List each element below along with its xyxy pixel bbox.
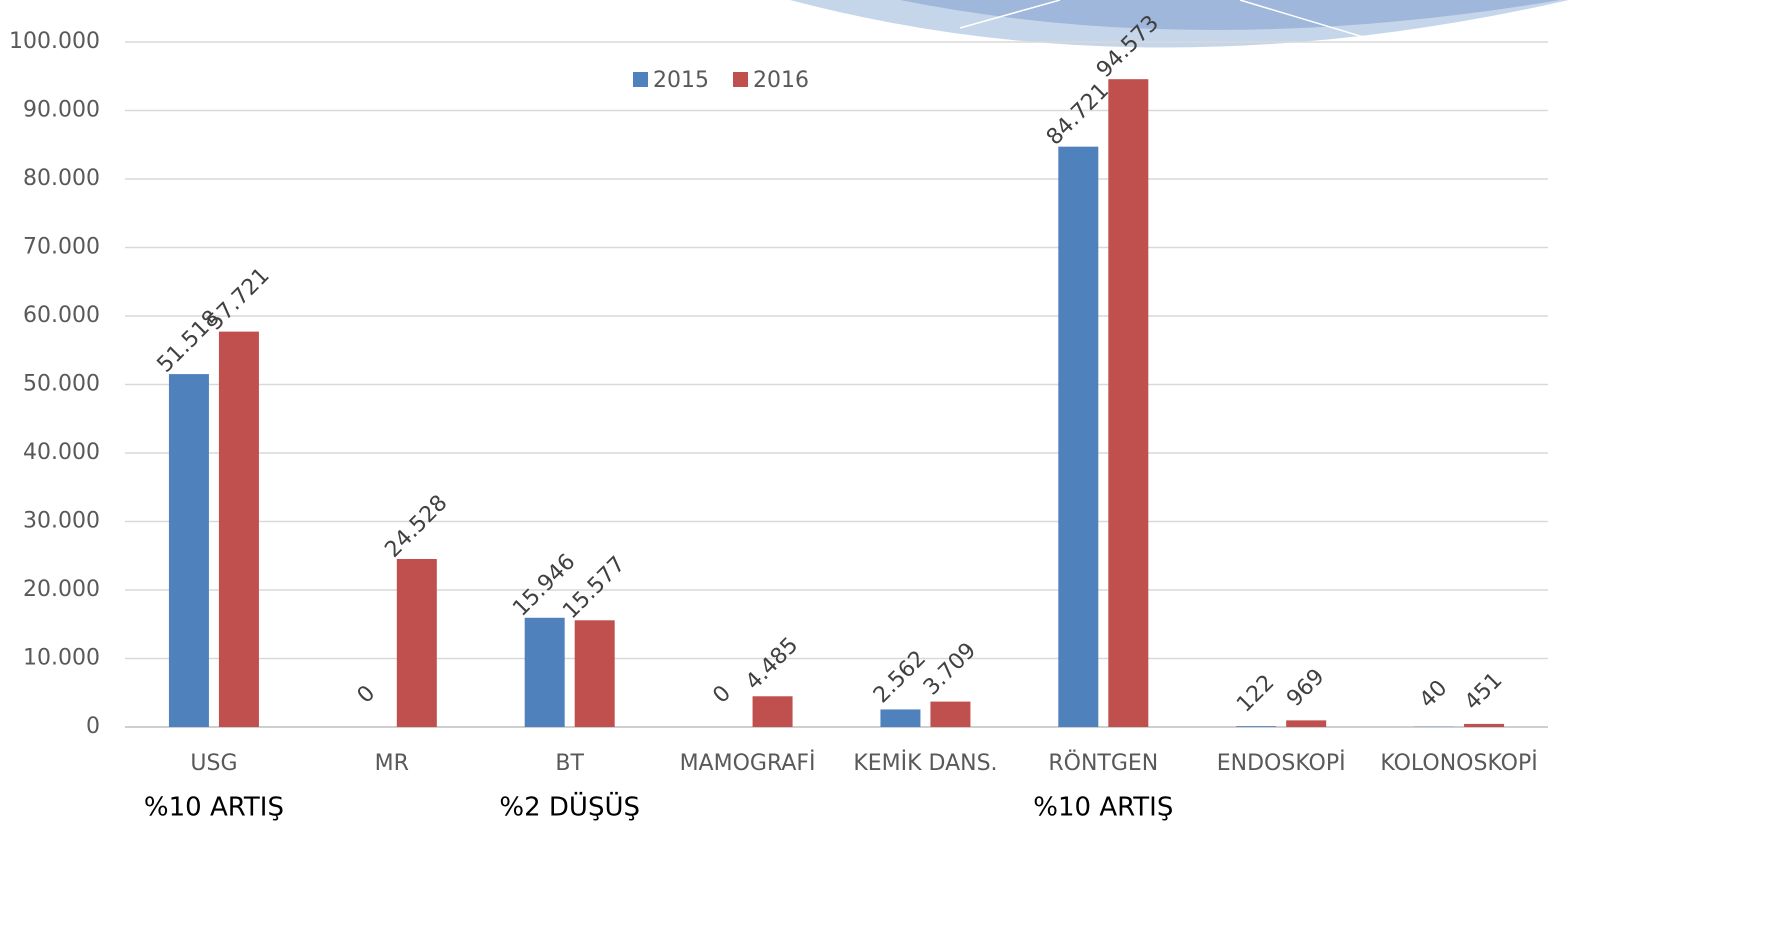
legend-swatch: [733, 72, 748, 87]
value-label: 2.562: [869, 646, 931, 708]
y-tick-label: 40.000: [23, 440, 100, 465]
y-tick-label: 50.000: [23, 372, 100, 397]
x-tick-label: KOLONOSKOPİ: [1380, 750, 1537, 776]
bar: [1464, 723, 1505, 727]
value-label: 84.721: [1042, 78, 1114, 150]
y-tick-label: 100.000: [9, 29, 100, 54]
y-tick-label: 60.000: [23, 303, 100, 328]
value-label: 122: [1232, 670, 1279, 717]
bar: [1058, 146, 1099, 728]
y-tick-label: 0: [86, 714, 100, 739]
y-tick-label: 90.000: [23, 98, 100, 123]
value-label: 451: [1460, 668, 1507, 715]
x-tick-label: RÖNTGEN: [1048, 750, 1158, 776]
bar: [168, 374, 209, 727]
bar: [880, 709, 921, 727]
value-label: 0: [708, 681, 736, 709]
y-tick-label: 70.000: [23, 235, 100, 260]
x-tick-label: BT: [555, 751, 584, 776]
bar: [930, 701, 971, 727]
annotation: %10 ARTIŞ: [1033, 793, 1173, 823]
bar: [1236, 726, 1277, 727]
x-tick-label: MAMOGRAFİ: [680, 750, 816, 776]
annotation: %10 ARTIŞ: [144, 793, 284, 823]
x-tick-label: ENDOSKOPİ: [1217, 750, 1346, 776]
y-tick-label: 20.000: [23, 577, 100, 602]
value-label: 40: [1415, 676, 1452, 713]
y-tick-label: 80.000: [23, 166, 100, 191]
legend-label: 2016: [753, 68, 809, 93]
x-tick-label: USG: [190, 751, 237, 776]
legend-swatch: [633, 72, 648, 87]
bar: [574, 620, 615, 727]
value-label: 969: [1282, 664, 1329, 711]
value-label: 3.709: [919, 638, 981, 700]
bar: [524, 617, 565, 727]
bar: [218, 331, 259, 727]
x-tick-label: KEMİK DANS.: [853, 750, 997, 776]
y-tick-label: 10.000: [23, 646, 100, 671]
bar: [1286, 720, 1327, 727]
bar: [1108, 79, 1149, 728]
y-tick-label: 30.000: [23, 509, 100, 534]
value-label: 4.485: [741, 633, 803, 695]
annotation: %2 DÜŞÜŞ: [499, 791, 640, 823]
value-label: 57.721: [203, 263, 275, 335]
value-label: 24.528: [380, 491, 452, 563]
bar: [396, 558, 437, 727]
decoration: [790, 0, 1569, 49]
x-tick-label: MR: [375, 751, 409, 776]
legend-label: 2015: [653, 68, 709, 93]
bar: [752, 696, 793, 727]
value-label: 0: [353, 681, 381, 709]
